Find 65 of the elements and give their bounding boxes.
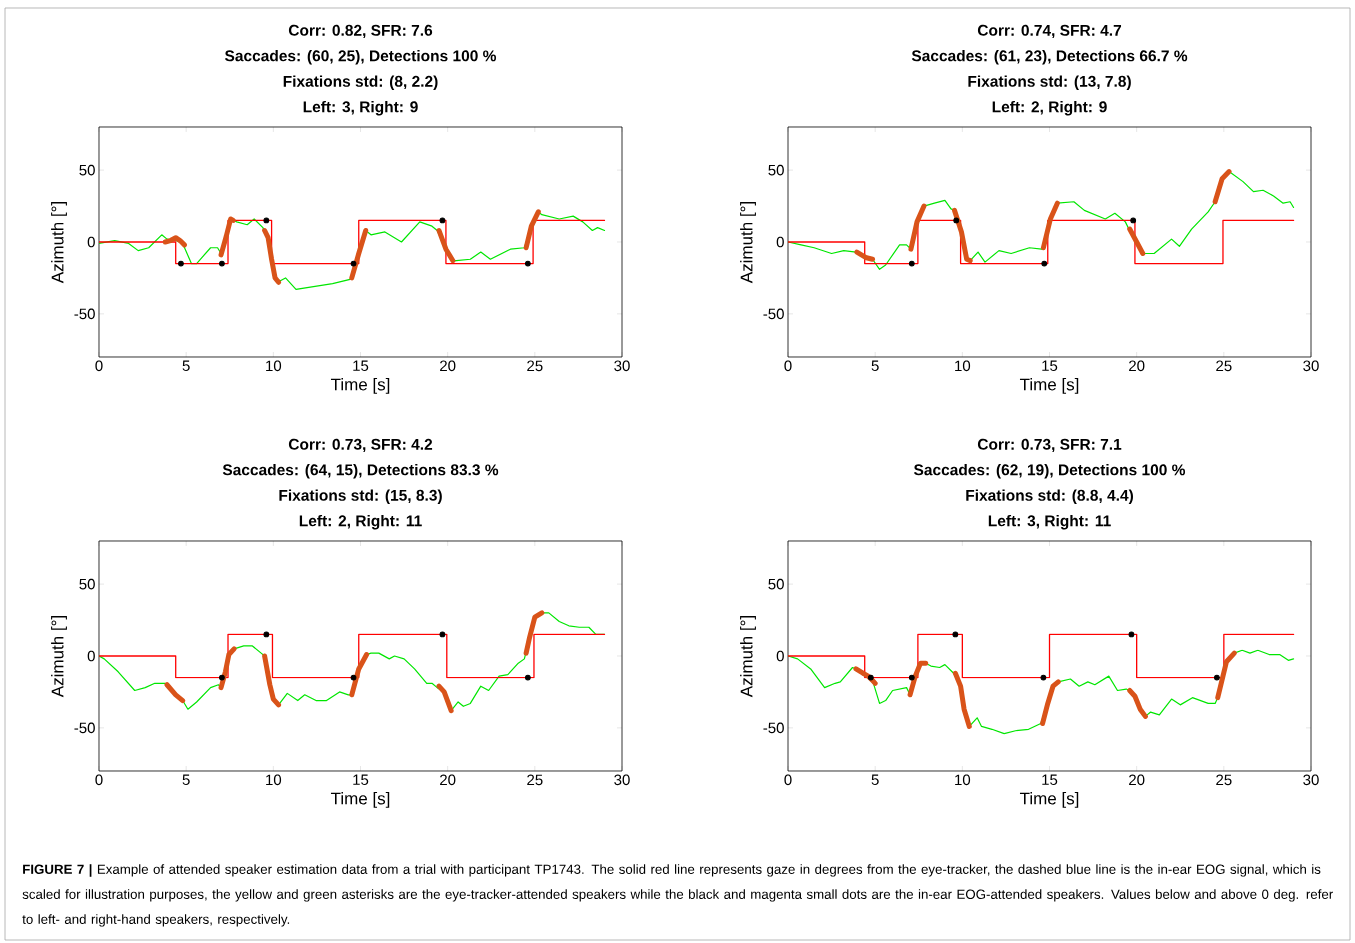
y-tick-label: 50 xyxy=(768,578,784,590)
x-tick-label: 25 xyxy=(1216,774,1232,786)
x-tick-label: 5 xyxy=(871,360,879,371)
text: Fixations std: (13, 7.8) xyxy=(968,75,1131,90)
chart-subtitle: Saccades: (64, 15), Detections 83.3 % xyxy=(222,463,499,479)
x-tick-label: 5 xyxy=(182,774,190,785)
x-tick-label: 15 xyxy=(1042,774,1058,785)
x-tick-label: 20 xyxy=(1129,774,1145,786)
x-tick-label: 5 xyxy=(182,360,190,371)
x-axis-title: Time [s] xyxy=(1019,378,1079,394)
y-tick-label: -50 xyxy=(74,308,95,320)
chart-title: Corr: 0.73, SFR: 7.1 xyxy=(977,438,1122,453)
text: FIGURE 7 | Example of attended speaker estimation data from a trial with participant TP1743. The solid red line represents gaze in degrees from the eye-tracker, the dashed blue line is the in-ear EOG signal, which is scaled for illustration purposes, the yellow and green asterisks are the eye-tracker-attended speakers while the black and magenta small dots are the in-ear EOG-attended speakers. Values below and above 0 deg. refer to left- and right-hand speakers, respectively. xyxy=(22,864,1333,927)
x-axis-title: Time [s] xyxy=(1019,792,1079,808)
y-axis-title: Azimuth [°] xyxy=(51,616,67,698)
x-tick-label: 20 xyxy=(1129,360,1145,372)
chart-title: Corr: 0.74, SFR: 4.7 xyxy=(977,24,1122,39)
x-tick-label: 25 xyxy=(527,360,543,372)
text: Left: 3, Right: 11 xyxy=(988,514,1111,530)
x-tick-label: 10 xyxy=(955,774,971,786)
x-tick-label: 0 xyxy=(95,360,103,372)
x-tick-label: 15 xyxy=(353,774,369,785)
text: Fixations std: (8.8, 4.4) xyxy=(966,489,1134,504)
y-tick-label: -50 xyxy=(763,722,784,734)
y-tick-label: 0 xyxy=(776,236,784,248)
x-tick-label: 10 xyxy=(955,360,971,372)
y-axis-title: Azimuth [°] xyxy=(51,202,67,284)
x-tick-label: 30 xyxy=(1303,360,1319,372)
x-tick-label: 20 xyxy=(440,774,456,786)
y-tick-label: 0 xyxy=(87,236,95,248)
chart-subtitle: Saccades: (60, 25), Detections 100 % xyxy=(224,49,497,65)
x-tick-label: 10 xyxy=(266,774,282,786)
x-tick-label: 25 xyxy=(527,774,543,786)
text: Left: 2, Right: 9 xyxy=(992,100,1107,116)
x-tick-label: 5 xyxy=(871,774,879,785)
y-tick-label: 50 xyxy=(79,578,95,590)
x-tick-label: 0 xyxy=(784,360,792,372)
x-tick-label: 10 xyxy=(266,360,282,372)
y-tick-label: -50 xyxy=(74,722,95,734)
text: Fixations std: (15, 8.3) xyxy=(279,489,442,504)
text: Left: 3, Right: 9 xyxy=(303,100,418,116)
x-tick-label: 15 xyxy=(1042,360,1058,371)
y-tick-label: 50 xyxy=(79,164,95,176)
chart-title: Corr: 0.82, SFR: 7.6 xyxy=(288,24,433,39)
chart-subtitle: Saccades: (62, 19), Detections 100 % xyxy=(913,463,1186,479)
text: Left: 2, Right: 11 xyxy=(299,514,422,530)
y-axis-title: Azimuth [°] xyxy=(740,202,756,284)
text: Fixations std: (8, 2.2) xyxy=(283,75,438,90)
x-tick-label: 20 xyxy=(440,360,456,372)
x-axis-title: Time [s] xyxy=(330,792,390,808)
x-tick-label: 0 xyxy=(95,774,103,786)
x-tick-label: 0 xyxy=(784,774,792,786)
y-tick-label: 0 xyxy=(776,650,784,662)
x-tick-label: 30 xyxy=(614,774,630,786)
y-tick-label: 50 xyxy=(768,164,784,176)
x-tick-label: 30 xyxy=(614,360,630,372)
y-tick-label: -50 xyxy=(763,308,784,320)
x-tick-label: 15 xyxy=(353,360,369,371)
x-axis-title: Time [s] xyxy=(330,378,390,394)
y-tick-label: 0 xyxy=(87,650,95,662)
x-tick-label: 30 xyxy=(1303,774,1319,786)
chart-title: Corr: 0.73, SFR: 4.2 xyxy=(288,438,433,453)
y-axis-title: Azimuth [°] xyxy=(740,616,756,698)
chart-subtitle: Saccades: (61, 23), Detections 66.7 % xyxy=(911,49,1188,65)
x-tick-label: 25 xyxy=(1216,360,1232,372)
